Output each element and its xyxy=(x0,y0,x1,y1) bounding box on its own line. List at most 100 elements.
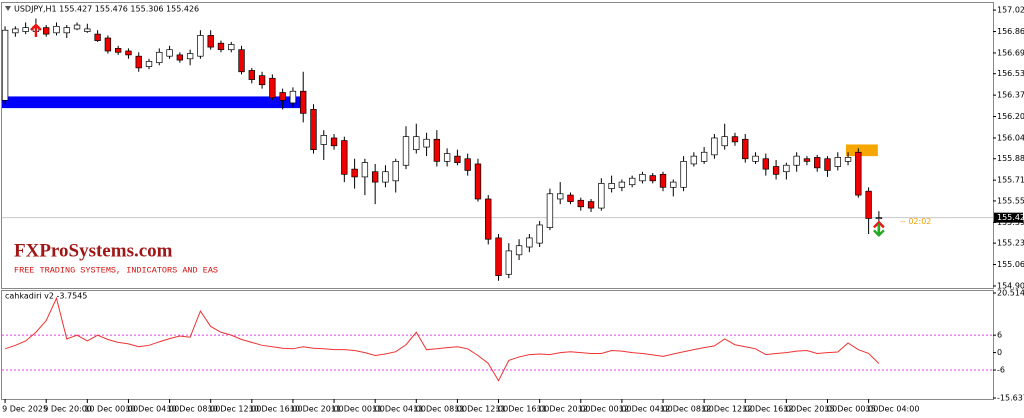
candle-body xyxy=(824,158,831,171)
candle-body xyxy=(43,27,50,35)
candle-body xyxy=(371,171,379,183)
y-tick-label: 156.535 xyxy=(997,69,1024,78)
candle-body xyxy=(310,109,317,151)
candle-body xyxy=(279,92,286,101)
candle-body xyxy=(803,158,811,162)
candle-body xyxy=(423,138,430,148)
candle-body xyxy=(289,90,297,104)
candle-body xyxy=(351,168,358,178)
symbol-icon xyxy=(5,6,11,11)
candle-body xyxy=(700,151,708,162)
x-tick-label: 11 Dec 12:00 xyxy=(454,405,508,414)
x-tick-label: 12 Dec 16:00 xyxy=(742,405,796,414)
candle-body xyxy=(114,48,122,53)
candle-body xyxy=(228,44,235,51)
candle-body xyxy=(567,194,574,202)
candle-body xyxy=(125,50,132,56)
candle-body xyxy=(721,136,728,147)
candle-body xyxy=(505,250,512,275)
candle-body xyxy=(783,164,790,173)
candle-body xyxy=(156,51,163,64)
candle-body xyxy=(443,153,451,162)
candle-body xyxy=(53,25,60,34)
candle-body xyxy=(680,160,687,188)
indicator-line xyxy=(4,296,880,382)
candle-body xyxy=(557,193,564,200)
candle-body xyxy=(433,138,441,162)
y-tick-label: 155.065 xyxy=(997,260,1024,269)
candle-body xyxy=(207,35,214,48)
y-tick-label: 155.230 xyxy=(997,239,1024,248)
candle-body xyxy=(320,135,327,145)
x-tick-label: 12 Dec 08:00 xyxy=(660,405,714,414)
candle-body xyxy=(135,55,142,69)
candle-body xyxy=(186,53,194,60)
candle-body xyxy=(22,27,29,32)
y-tick-label: 6 xyxy=(997,331,1002,340)
candle-body xyxy=(762,158,769,170)
candle-body xyxy=(12,28,19,34)
candle-body xyxy=(176,54,184,61)
y-tick-label: -6 xyxy=(997,366,1005,375)
y-tick-label: -15.6375 xyxy=(997,394,1024,403)
candle-body xyxy=(670,181,677,188)
signal-arrow xyxy=(30,23,42,38)
candle-body xyxy=(814,157,821,169)
x-tick-label: 12 Dec 00:00 xyxy=(578,405,632,414)
y-tick-label: 156.370 xyxy=(997,91,1024,100)
candle-body xyxy=(300,90,307,114)
y-tick-label: 154.900 xyxy=(997,281,1024,290)
x-tick-label: 12 Dec 20:00 xyxy=(783,405,837,414)
y-tick-label: 155.715 xyxy=(997,176,1024,185)
candle-body xyxy=(361,162,369,178)
candle-body xyxy=(608,183,615,189)
main-frame xyxy=(1,2,994,289)
candle-body xyxy=(618,181,626,188)
candle-body xyxy=(341,140,348,175)
candle-body xyxy=(474,163,482,200)
candle-body xyxy=(382,171,389,183)
candle-body xyxy=(269,77,276,99)
x-tick-label: 11 Dec 20:00 xyxy=(537,405,591,414)
candle-body xyxy=(793,155,800,166)
tagline: FREE TRADING SYSTEMS, INDICATORS AND EAS xyxy=(14,265,218,275)
candle-body xyxy=(875,217,883,220)
indicator-frame xyxy=(1,290,994,400)
candle-body xyxy=(649,175,656,182)
candle-body xyxy=(495,237,502,276)
candle-body xyxy=(772,166,780,175)
y-tick-label: 156.04 xyxy=(997,133,1024,142)
candle-body xyxy=(639,173,646,182)
candle-body xyxy=(865,190,872,219)
y-tick-label: 156.205 xyxy=(997,112,1024,121)
x-tick-label: 10 Dec 00:00 xyxy=(84,405,138,414)
candle-body xyxy=(73,24,81,30)
current-price-box xyxy=(994,212,1023,223)
zone xyxy=(845,144,878,157)
y-tick-label: 155.555 xyxy=(997,196,1024,205)
zone xyxy=(2,96,301,109)
x-tick-label: 10 Dec 12:00 xyxy=(208,405,262,414)
candle-body xyxy=(217,42,225,51)
x-tick-label: 11 Dec 00:00 xyxy=(331,405,385,414)
x-tick-label: 10 Dec 04:00 xyxy=(125,405,179,414)
candle-body xyxy=(536,224,543,244)
y-tick-label: 0 xyxy=(997,348,1002,357)
y-tick-label: 20.5145 xyxy=(997,289,1024,298)
candle-body xyxy=(104,37,112,52)
candle-body xyxy=(659,173,667,188)
candle-body xyxy=(485,198,492,240)
candle-body xyxy=(464,158,471,171)
candle-body xyxy=(1,29,9,101)
x-tick-label: 10 Dec 08:00 xyxy=(167,405,221,414)
candle-body xyxy=(454,155,461,163)
candle-body xyxy=(752,155,759,162)
candle-body xyxy=(248,70,255,80)
x-tick-label: 11 Dec 04:00 xyxy=(372,405,426,414)
candle-body xyxy=(742,138,749,160)
candle-body xyxy=(526,237,533,248)
candle-body xyxy=(690,155,698,165)
x-tick-label: 15 Dec 04:00 xyxy=(866,405,920,414)
candle-body xyxy=(546,193,554,228)
